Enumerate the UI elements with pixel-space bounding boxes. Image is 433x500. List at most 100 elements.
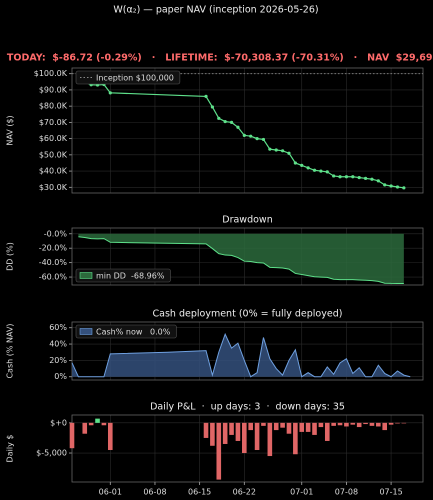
x-tick-label: 07-01 (290, 488, 313, 497)
pnl-bar (82, 422, 88, 434)
pnl-bar (337, 422, 343, 426)
summary: TODAY: $-86.72 (-0.29%) · LIFETIME: $-70… (7, 53, 433, 64)
pnl-bar (210, 422, 215, 446)
nav-point (229, 120, 234, 124)
panel-title: Cash deployment (0% = fully deployed) (153, 309, 343, 320)
legend-swatch (79, 272, 93, 279)
pnl-bar (88, 422, 94, 426)
pnl-bar (280, 422, 285, 428)
nav-point (268, 147, 272, 151)
nav-point (363, 176, 368, 180)
y-tick-label: $50.0K (39, 150, 68, 159)
pnl-bar (356, 422, 362, 428)
x-tick-label: 06-08 (143, 488, 166, 497)
pnl-bar (254, 422, 260, 451)
legend-box (75, 70, 181, 85)
pnl-bar (369, 422, 375, 426)
legend: Inception $100,000 (75, 70, 181, 85)
nav-point (255, 137, 259, 141)
nav-point (293, 161, 297, 165)
y-tick-label: -60.0% (39, 273, 68, 282)
y-tick-label: $90.0K (39, 85, 68, 94)
nav-point (376, 179, 380, 183)
nav-point (332, 174, 336, 178)
nav-point (351, 175, 355, 179)
y-tick-label: $40.0K (39, 167, 68, 176)
legend-label: min DD -68.96% (96, 272, 165, 281)
panel-title: Drawdown (222, 215, 272, 226)
y-tick-label: $80.0K (39, 102, 68, 111)
page-title: W(α₂) — paper NAV (inception 2026-05-26) (113, 5, 318, 16)
pnl-bar (324, 422, 330, 441)
nav-point (402, 186, 406, 190)
area-fill (78, 233, 404, 284)
pnl-bar (242, 422, 247, 454)
panel-title: Daily P&L · up days: 3 · down days: 35 (150, 402, 345, 413)
pnl-bar (382, 422, 388, 431)
nav-point (223, 119, 227, 124)
nav-point (261, 137, 266, 142)
nav-point (306, 166, 310, 170)
y-tick-label: $-5,000 (36, 449, 67, 458)
nav-point (319, 169, 323, 173)
legend-box (75, 268, 171, 283)
nav-point (281, 149, 285, 153)
nav-point (338, 175, 342, 179)
pnl-bar (69, 422, 75, 449)
pnl-bar (273, 422, 279, 431)
plot-frame (71, 321, 424, 381)
x-tick-label: 07-08 (335, 488, 358, 497)
pnl-bar (363, 422, 368, 425)
pnl-bar (203, 422, 209, 438)
y-tick-label: 60% (49, 323, 67, 332)
nav-point (312, 168, 317, 172)
nav-point (325, 170, 329, 174)
nav-point (357, 175, 361, 180)
plot-frame (71, 227, 424, 286)
nav-point (274, 148, 278, 152)
y-tick-label: $30.0K (39, 183, 68, 192)
nav-point (370, 177, 374, 181)
nav-point (344, 175, 349, 179)
pnl-bar (305, 422, 311, 432)
y-tick-label: 20% (49, 356, 67, 365)
nav-point (300, 163, 304, 168)
pnl-bar (376, 422, 381, 427)
y-axis-label: NAV ($) (6, 115, 15, 145)
pnl-bar (107, 422, 113, 451)
pnl-bar (267, 422, 273, 457)
pnl-bar (293, 422, 298, 455)
y-tick-label: -40.0% (39, 258, 68, 267)
pnl-bar (331, 422, 336, 426)
y-axis-label: DD (%) (6, 242, 15, 271)
y-axis-label: Cash (% NAV) (6, 323, 15, 378)
y-axis-label: Daily $ (6, 435, 15, 463)
x-tick-label: 06-22 (233, 488, 256, 497)
nav-point (108, 91, 112, 95)
pnl-bar (395, 422, 400, 424)
nav-point (389, 184, 393, 188)
x-tick-label: 06-01 (99, 488, 122, 497)
nav-point (210, 105, 214, 109)
y-tick-label: 0% (54, 372, 67, 381)
y-tick-label: $100.0K (34, 69, 68, 78)
pnl-bar (101, 422, 107, 426)
y-tick-label: $+0 (50, 418, 67, 427)
legend: Cash% now 0.0% (75, 324, 177, 339)
pnl-bar (299, 422, 305, 432)
legend-label: Cash% now 0.0% (96, 328, 171, 337)
pnl-bar (222, 422, 228, 444)
area-fill (72, 334, 411, 377)
plot-frame (71, 414, 424, 483)
pnl-bar (261, 422, 266, 426)
x-tick-label: 07-15 (379, 488, 402, 497)
nav-point (249, 134, 253, 138)
y-tick-label: -0.0% (44, 229, 68, 238)
pnl-bar (248, 422, 253, 431)
pnl-bar (318, 422, 324, 428)
nav-point (242, 133, 246, 137)
x-tick-label: 06-15 (188, 488, 211, 497)
plot-frame (71, 67, 424, 194)
y-tick-label: -20.0% (39, 244, 68, 253)
